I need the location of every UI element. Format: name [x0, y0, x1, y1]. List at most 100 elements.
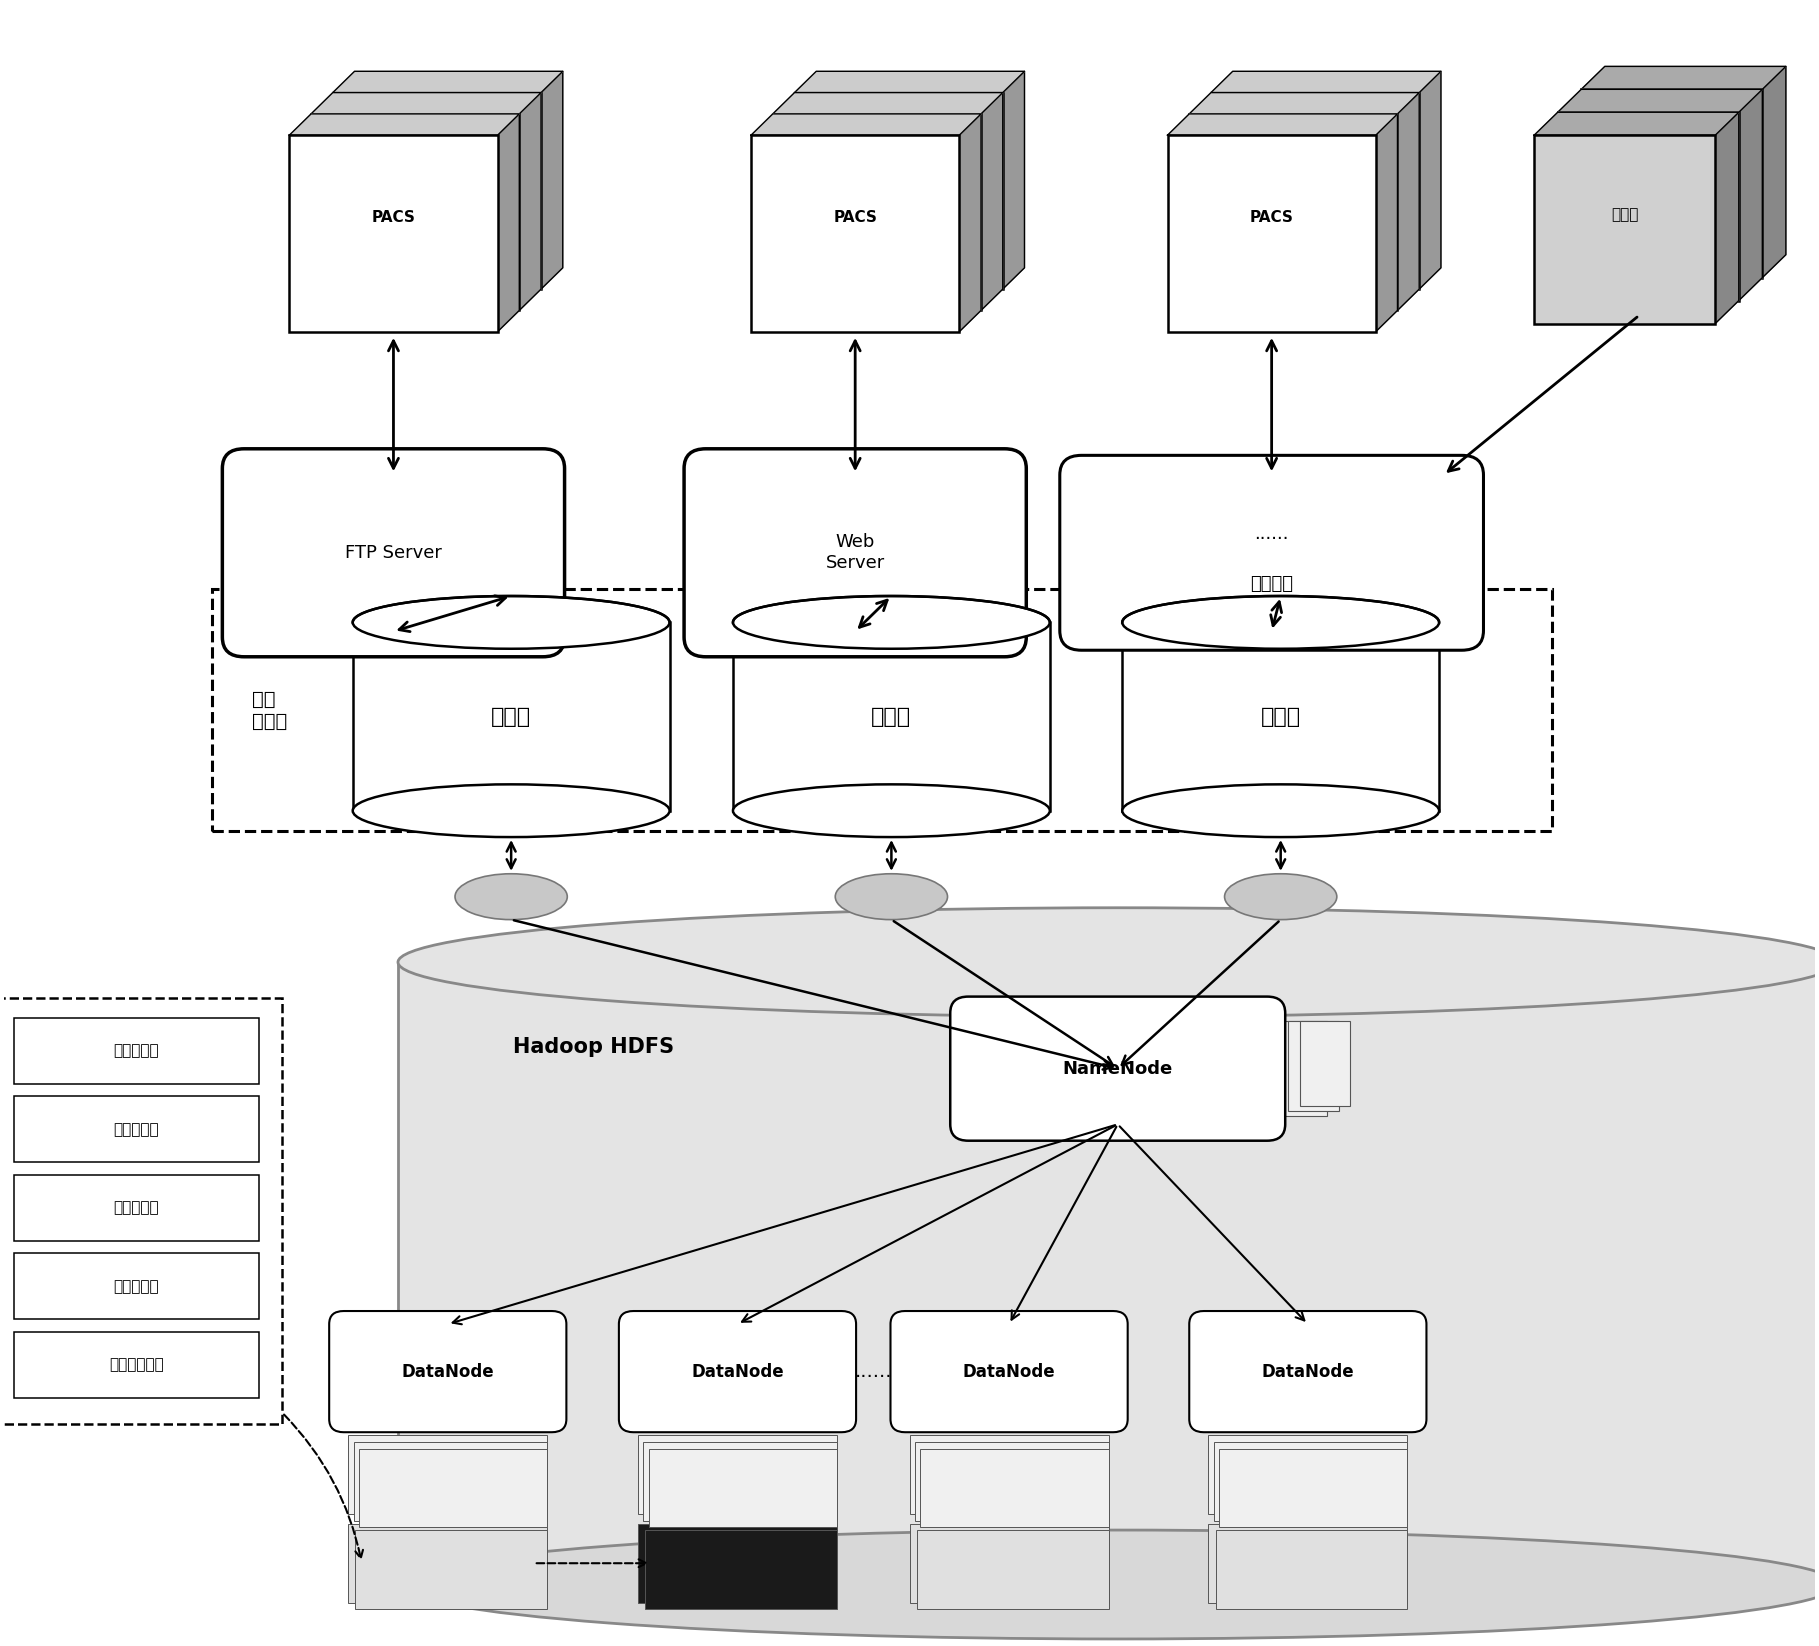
Ellipse shape: [835, 874, 948, 920]
FancyBboxPatch shape: [311, 114, 518, 311]
Text: 文件
缓存池: 文件 缓存池: [253, 690, 287, 731]
Text: PACS: PACS: [877, 138, 920, 153]
FancyBboxPatch shape: [1215, 1531, 1408, 1610]
Text: 三维体矩阵: 三维体矩阵: [113, 1279, 158, 1294]
FancyBboxPatch shape: [751, 135, 959, 332]
Ellipse shape: [1122, 785, 1439, 838]
Ellipse shape: [398, 907, 1819, 1017]
FancyBboxPatch shape: [355, 1531, 548, 1610]
FancyBboxPatch shape: [15, 1332, 258, 1397]
Text: Web
Server: Web Server: [826, 533, 884, 573]
Text: FTP Server: FTP Server: [346, 543, 442, 561]
FancyBboxPatch shape: [618, 1310, 857, 1432]
Polygon shape: [1581, 66, 1786, 89]
FancyBboxPatch shape: [353, 1442, 548, 1521]
Text: 工作站: 工作站: [424, 212, 451, 227]
Polygon shape: [959, 114, 980, 332]
FancyBboxPatch shape: [1060, 456, 1484, 650]
Ellipse shape: [733, 785, 1050, 838]
FancyBboxPatch shape: [920, 1448, 1108, 1527]
FancyBboxPatch shape: [891, 1310, 1128, 1432]
Text: 文件池: 文件池: [491, 706, 531, 726]
Polygon shape: [1397, 92, 1419, 311]
Text: DataNode: DataNode: [691, 1363, 784, 1381]
FancyBboxPatch shape: [222, 449, 564, 657]
Ellipse shape: [455, 874, 568, 920]
Ellipse shape: [733, 596, 1050, 649]
Polygon shape: [540, 71, 562, 290]
FancyBboxPatch shape: [1288, 1021, 1339, 1111]
Polygon shape: [333, 71, 562, 92]
Text: PACS: PACS: [1293, 138, 1337, 153]
FancyBboxPatch shape: [773, 114, 980, 311]
FancyBboxPatch shape: [353, 622, 669, 811]
FancyBboxPatch shape: [1208, 1435, 1408, 1514]
Polygon shape: [1211, 71, 1441, 92]
Polygon shape: [1168, 114, 1397, 135]
FancyBboxPatch shape: [644, 1442, 837, 1521]
FancyBboxPatch shape: [15, 1096, 258, 1162]
Polygon shape: [773, 92, 1002, 114]
Polygon shape: [518, 92, 540, 311]
Polygon shape: [1715, 112, 1739, 324]
Text: PACS: PACS: [833, 211, 877, 226]
FancyBboxPatch shape: [917, 1531, 1108, 1610]
Text: 工作站: 工作站: [1301, 212, 1328, 227]
Polygon shape: [1002, 71, 1024, 290]
Text: 服务集群: 服务集群: [1250, 574, 1293, 593]
Polygon shape: [1533, 112, 1739, 135]
Polygon shape: [751, 114, 980, 135]
FancyBboxPatch shape: [795, 92, 1002, 290]
FancyBboxPatch shape: [0, 997, 282, 1424]
Polygon shape: [1419, 71, 1441, 290]
FancyBboxPatch shape: [1533, 135, 1715, 324]
FancyBboxPatch shape: [910, 1435, 1108, 1514]
FancyBboxPatch shape: [347, 1435, 548, 1514]
FancyBboxPatch shape: [1219, 1448, 1408, 1527]
FancyBboxPatch shape: [1168, 135, 1375, 332]
Text: 头信息备份表: 头信息备份表: [109, 1358, 164, 1373]
FancyBboxPatch shape: [1557, 112, 1739, 301]
FancyBboxPatch shape: [333, 92, 540, 290]
Text: 基础信息表: 基础信息表: [113, 1200, 158, 1215]
Text: PACS: PACS: [415, 138, 458, 153]
Text: ......: ......: [855, 1363, 891, 1381]
Ellipse shape: [1122, 596, 1439, 649]
Text: 采样体数据: 采样体数据: [113, 1121, 158, 1137]
FancyBboxPatch shape: [646, 1531, 837, 1610]
Polygon shape: [1739, 89, 1763, 301]
FancyBboxPatch shape: [1190, 1310, 1426, 1432]
Ellipse shape: [1224, 874, 1337, 920]
Polygon shape: [795, 71, 1024, 92]
FancyBboxPatch shape: [289, 135, 498, 332]
FancyBboxPatch shape: [649, 1448, 837, 1527]
Text: PACS: PACS: [371, 211, 415, 226]
Text: 文件池: 文件池: [871, 706, 911, 726]
Text: 工作站: 工作站: [1659, 161, 1686, 176]
FancyBboxPatch shape: [15, 1175, 258, 1241]
Ellipse shape: [398, 1531, 1819, 1639]
FancyBboxPatch shape: [950, 996, 1286, 1141]
Polygon shape: [1190, 92, 1419, 114]
FancyBboxPatch shape: [1122, 622, 1439, 811]
FancyBboxPatch shape: [1213, 1442, 1408, 1521]
FancyBboxPatch shape: [1301, 1021, 1350, 1106]
Text: 文件池: 文件池: [1261, 706, 1301, 726]
Text: 工作站: 工作站: [886, 212, 913, 227]
Text: 工作站: 工作站: [1612, 207, 1639, 222]
Text: PACS: PACS: [1271, 189, 1315, 204]
Polygon shape: [1557, 89, 1763, 112]
Polygon shape: [980, 92, 1002, 311]
FancyBboxPatch shape: [213, 589, 1552, 831]
FancyBboxPatch shape: [329, 1310, 566, 1432]
Polygon shape: [289, 114, 518, 135]
Polygon shape: [311, 92, 540, 114]
FancyBboxPatch shape: [1211, 92, 1419, 290]
Ellipse shape: [353, 596, 669, 649]
Text: 工作站: 工作站: [1635, 184, 1663, 199]
FancyBboxPatch shape: [915, 1442, 1108, 1521]
FancyBboxPatch shape: [1208, 1524, 1408, 1603]
Text: DataNode: DataNode: [402, 1363, 495, 1381]
FancyBboxPatch shape: [1079, 472, 1466, 634]
Text: Hadoop HDFS: Hadoop HDFS: [513, 1037, 675, 1057]
